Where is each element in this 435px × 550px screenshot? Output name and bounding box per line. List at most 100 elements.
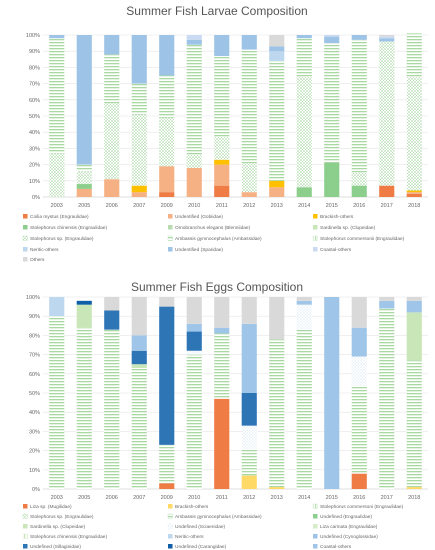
legend-label: Brackish-others [175,504,209,510]
legend-label: Stolephorus commersoni (Engraulidae) [320,504,404,510]
y-tick-label: 80% [29,65,40,71]
bar-segment-2012-stolephorus-sp-engraulidae [241,162,257,193]
bar-segment-2006-undentified-gobiidae [104,179,120,197]
legend-swatch [168,214,173,219]
bar-segment-2005-ambassis-gymnocephalus-ambassidae [76,164,92,172]
legend-label: Coastal-others [320,544,352,550]
x-tick-label: 2018 [408,203,420,209]
legend-swatch [23,524,28,529]
bar-segment-2003-ambassis-gymnocephalus-ambassidae [49,316,65,489]
bar-segment-2003-ambassis-gymnocephalus-ambassidae [49,38,65,154]
bar-segment-2018-ambassis-gymnocephalus-ambassidae [406,360,422,488]
x-tick-label: 2005 [78,495,90,501]
legend-swatch [168,225,173,230]
eggs-chart: Summer Fish Eggs Composition 0% 10% 20% 30% 4… [22,280,428,550]
bar-segment-2007-brackish-others [131,185,147,193]
bar-segment-2010-ambassis-gymnocephalus-ambassidae [186,354,202,489]
legend-label: Stolephorus commersonii (Engraulidae) [320,236,405,242]
bar-segment-2011-undentified-gobiidae [214,164,230,186]
x-tick-label: 2016 [353,203,365,209]
x-tick-label: 2018 [408,495,420,501]
bar-segment-2013-ambassis-gymnocephalus-ambassidae [269,60,285,181]
bar-segment-2016-undentified-sparidae [351,35,367,40]
legend-swatch [313,514,318,519]
bar-segment-2018-sardinella-sp-clupeidae [406,312,422,361]
bar-segment-2010-others [186,297,202,324]
x-tick-label: 2007 [133,495,145,501]
bar-segment-2018-coastal-others [406,300,422,313]
legend-swatch [313,214,318,219]
bar-segment-2017-others [379,297,395,301]
bar-segment-2010-ambassis-gymnocephalus-ambassidae [186,44,202,155]
bar-segment-2005-undentified-gobiidae [76,188,92,197]
bar-segment-2007-stolephorus-sp-engraulidae [131,114,147,186]
bar-segment-2016-stolephorus-chinensis-engraulidae [351,185,367,197]
bar-segment-2014-stolephorus-chinensis-engraulidae [296,187,312,197]
legend-swatch [23,504,28,509]
bar-segment-2017-coastal-others [379,36,395,39]
legend-swatch [22,533,28,539]
y-tick-label: 30% [29,429,40,435]
bar-segment-2013-neritic-others [269,51,285,61]
bar-segment-2011-ambassis-gymnocephalus-ambassidae [214,333,230,399]
bar-segment-2014-others [296,297,312,301]
bar-segment-2017-coastal-others [379,300,395,309]
bar-segment-2012-undefined-sillaginidae [241,393,257,426]
bar-segment-2009-ambassis-gymnocephalus-ambassidae [159,75,175,118]
bar-segment-2006-undentified-sparidae [104,35,120,55]
x-tick-label: 2006 [106,495,118,501]
bar-segment-2014-undentified-sparidae [296,35,312,39]
bar-segment-2005-sardinella-sp-clupeidae [76,304,92,328]
bar-segment-2018-undentified-gobiidae [406,192,422,194]
legend-label: Stolephorus sp. (Engraulidae) [30,236,94,242]
bar-segment-2006-undefined-sillaginidae [104,310,120,330]
x-tick-label: 2014 [298,203,310,209]
legend-swatch [313,524,318,529]
bar-segment-2018-others [406,297,422,301]
x-tick-label: 2006 [106,203,118,209]
bar-segment-2011-undentified-sparidae [214,35,230,57]
bar-segment-2018-ambassis-gymnocephalus-ambassidae [406,33,422,78]
bar-segment-2015-ambassis-gymnocephalus-ambassidae [324,43,340,163]
bar-segment-2011-brackish-others [214,159,230,165]
legend-swatch [23,257,28,262]
bar-segment-2018-brackish-others [406,487,422,489]
bar-segment-2005-undefined-carangidae [76,300,92,305]
legend-swatch [313,534,318,539]
y-tick-label: 10% [29,179,40,185]
bar-segment-2017-ambassis-gymnocephalus-ambassidae [379,308,395,489]
bar-segment-2011-stolephorus-sp-engraulidae [214,137,230,160]
bar-segment-2006-ambassis-gymnocephalus-ambassidae [104,329,120,489]
y-tick-label: 90% [29,49,40,55]
legend-swatch [23,247,28,252]
bar-segment-2009-ambassis-gymnocephalus-ambassidae [159,444,175,484]
x-tick-label: 2015 [326,203,338,209]
legend-label: Undefined (Engraulidae) [320,514,372,520]
x-tick-label: 2009 [161,203,173,209]
bar-segment-2010-coastal-others [186,35,202,40]
bar-segment-2013-brackish-others [269,487,285,489]
legend-label: Undentified (Gobiidae) [175,214,223,220]
bar-segment-2011-coastal-others [214,327,230,334]
y-tick-label: 40% [29,130,40,136]
bar-segment-2012-ambassis-gymnocephalus-ambassidae [241,49,257,163]
bar-segment-2010-coastal-others [186,323,202,332]
x-tick-label: 2016 [353,495,365,501]
legend-label: Undefined (Carangidae) [175,544,227,550]
bar-segment-2017-coilia-mystus-engraulidae [379,185,395,197]
legend-label: Stolephorus sp. (Engraulidae) [30,514,94,520]
bar-segment-2007-sardinella-sp-clupeidae [131,364,147,369]
bar-segment-2013-ambassis-gymnocephalus-ambassidae [269,339,285,488]
bar-segment-2009-undefined-sillaginidae [159,306,175,445]
legend-swatch [168,504,173,509]
x-tick-label: 2007 [133,203,145,209]
legend-label: Sardinella sp. (Clupeidae) [30,524,86,530]
bar-segment-2014-undefined-sciaenidae [296,304,312,330]
bar-segment-2016-coastal-others [351,327,367,357]
legend-label: Others [30,257,45,263]
legend-label: Ambassis gymnocephalus (Ambassidae) [175,514,262,520]
bar-segment-2014-ambassis-gymnocephalus-ambassidae [296,38,312,78]
bar-segment-2018-brackish-others [406,190,422,193]
bar-segment-2011-coilia-mystus-engraulidae [214,185,230,197]
x-tick-label: 2012 [243,203,255,209]
